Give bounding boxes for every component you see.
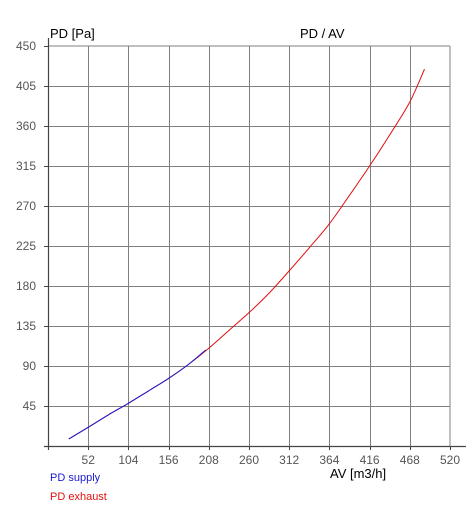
y-tick-label-270: 270 — [16, 199, 36, 213]
y-tick-label-360: 360 — [16, 119, 36, 133]
x-tick-label-156: 156 — [159, 453, 179, 467]
tick-labels: 52 104 156 208 260 312 364 416 468 520 450 405 360 31… — [16, 39, 460, 467]
legend-exhaust: PD exhaust — [50, 491, 107, 503]
x-tick-label-520: 520 — [440, 453, 460, 467]
legend-supply: PD supply — [50, 472, 101, 484]
y-tick-label-180: 180 — [16, 279, 36, 293]
x-tick-label-416: 416 — [360, 453, 380, 467]
y-tick-label-450: 450 — [16, 39, 36, 53]
y-tick-label-90: 90 — [23, 359, 37, 373]
y-tick-label-135: 135 — [16, 319, 36, 333]
series-line-pd-exhaust — [68, 68, 425, 440]
y-tick-label-315: 315 — [16, 159, 36, 173]
y-tick-label-45: 45 — [23, 399, 37, 413]
x-tick-label-52: 52 — [82, 453, 96, 467]
y-tick-label-225: 225 — [16, 239, 36, 253]
x-tick-label-260: 260 — [239, 453, 259, 467]
x-axis-label: AV [m3/h] — [330, 466, 386, 481]
x-tick-label-364: 364 — [319, 453, 339, 467]
y-axis-label: PD [Pa] — [50, 26, 95, 41]
series-lines — [68, 68, 425, 440]
x-tick-label-104: 104 — [118, 453, 138, 467]
grid-lines — [48, 45, 451, 446]
x-tick-label-208: 208 — [199, 453, 219, 467]
chart-title: PD / AV — [300, 26, 345, 41]
series-line-pd-supply — [68, 349, 207, 440]
x-tick-label-312: 312 — [279, 453, 299, 467]
axes — [44, 38, 466, 450]
x-tick-label-468: 468 — [400, 453, 420, 467]
y-tick-label-405: 405 — [16, 79, 36, 93]
